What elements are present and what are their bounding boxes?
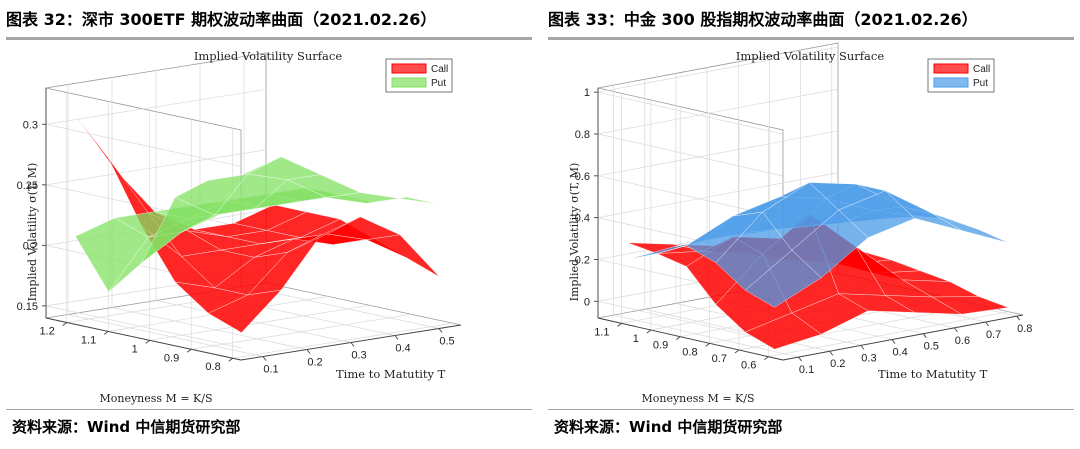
y-tick-label-1.1: 1.1 bbox=[594, 326, 609, 338]
z-axis-label: Implied Volatility σ(T, M) bbox=[26, 163, 39, 302]
tick-labels: 0.1 0.2 0.3 0.4 0.5 0.6 0.7 0.8 0.6 0.7 0.8 0.9 1 1.1… bbox=[575, 87, 1033, 376]
x-tick-label-0.4: 0.4 bbox=[892, 347, 907, 359]
surface-put-cell-0-4 bbox=[366, 196, 440, 205]
legend: Call Put bbox=[385, 58, 453, 93]
surface-put bbox=[627, 182, 1009, 308]
figure-left-top-rule bbox=[6, 37, 532, 40]
y-tick-label-1: 1 bbox=[132, 343, 138, 355]
z-tick-label-1: 1 bbox=[584, 87, 590, 99]
figure-left-panel: 图表 32：深市 300ETF 期权波动率曲面（2021.02.26） 0.1 0… bbox=[6, 0, 536, 449]
x-tick-label-0.1: 0.1 bbox=[799, 364, 814, 376]
z-tick-label-0: 0 bbox=[584, 296, 590, 308]
x-tick-label-0.7: 0.7 bbox=[986, 329, 1001, 341]
figure-right-panel: 图表 33：中金 300 股指期权波动率曲面（2021.02.26） 0.1 0.… bbox=[548, 0, 1078, 449]
z-tick-label-0.25: 0.25 bbox=[17, 180, 38, 192]
y-tick-label-0.8: 0.8 bbox=[205, 361, 220, 373]
figure-right-source: 资料来源：Wind 中信期货研究部 bbox=[554, 418, 783, 436]
y-tick-label-1.2: 1.2 bbox=[39, 325, 54, 337]
y-tick-label-0.9: 0.9 bbox=[164, 352, 179, 364]
legend-swatch-put bbox=[391, 77, 427, 88]
z-tick-label-0.6: 0.6 bbox=[575, 171, 590, 183]
legend-label-put: Put bbox=[431, 78, 446, 89]
y-tick-label-1.1: 1.1 bbox=[81, 334, 96, 346]
z-tick-label-0.8: 0.8 bbox=[575, 129, 590, 141]
y-tick-label-0.6: 0.6 bbox=[741, 360, 756, 372]
surfaces bbox=[627, 182, 1009, 350]
tick-labels: 0.1 0.2 0.3 0.4 0.5 0.8 0.9 1 1.1 1.20.15 0.2 0.25 0… bbox=[17, 119, 455, 375]
y-tick-label-0.7: 0.7 bbox=[712, 353, 727, 365]
x-tick-label-0.6: 0.6 bbox=[955, 335, 970, 347]
surface-call-cell-0-4 bbox=[931, 296, 1009, 315]
figure-right-title: 图表 33：中金 300 股指期权波动率曲面（2021.02.26） bbox=[548, 10, 978, 29]
legend-label-call: Call bbox=[973, 64, 990, 75]
surfaces bbox=[75, 115, 440, 333]
z-tick-label-0.2: 0.2 bbox=[575, 254, 590, 266]
x-tick-label-0.8: 0.8 bbox=[1017, 323, 1032, 335]
legend-swatch-call bbox=[933, 63, 969, 74]
axis-lines bbox=[597, 88, 1024, 361]
x-tick-label-0.2: 0.2 bbox=[307, 357, 322, 369]
figure-right-top-rule bbox=[548, 37, 1074, 40]
y-tick-label-0.8: 0.8 bbox=[682, 346, 697, 358]
legend-label-call: Call bbox=[431, 64, 448, 75]
figure-left-title: 图表 32：深市 300ETF 期权波动率曲面（2021.02.26） bbox=[6, 10, 437, 29]
legend: Call Put bbox=[927, 58, 995, 93]
y-tick-label-0.9: 0.9 bbox=[653, 340, 668, 352]
x-tick-label-0.3: 0.3 bbox=[351, 350, 366, 362]
x-tick-label-0.2: 0.2 bbox=[830, 358, 845, 370]
z-tick-label-0.2: 0.2 bbox=[23, 240, 38, 252]
y-tick-label-1: 1 bbox=[633, 333, 639, 345]
figure-left-source: 资料来源：Wind 中信期货研究部 bbox=[12, 418, 241, 436]
chart-title: Implied Volatility Surface bbox=[194, 49, 342, 63]
surface-put-cell-0-4 bbox=[932, 213, 1009, 243]
z-tick-label-0.15: 0.15 bbox=[17, 301, 38, 313]
legend-label-put: Put bbox=[973, 78, 988, 89]
x-tick-label-0.4: 0.4 bbox=[395, 343, 410, 355]
figure-right-surface-plot: 0.1 0.2 0.3 0.4 0.5 0.6 0.7 0.8 0.6 0.7 0.8 0.9 1 1.1… bbox=[568, 42, 1033, 405]
x-tick-label-0.1: 0.1 bbox=[263, 364, 278, 376]
x-tick-label-0.5: 0.5 bbox=[439, 336, 454, 348]
x-axis-label: Time to Matutity T bbox=[878, 367, 988, 381]
legend-swatch-call bbox=[391, 63, 427, 74]
legend-swatch-put bbox=[933, 77, 969, 88]
z-axis-label: Implied Volatility σ(T, M) bbox=[568, 163, 581, 302]
figure-right-bottom-rule bbox=[548, 409, 1074, 410]
figure-left-surface-plot: 0.1 0.2 0.3 0.4 0.5 0.8 0.9 1 1.1 1.20.15 0.2 0.25 0… bbox=[17, 49, 462, 405]
surface-put bbox=[75, 156, 440, 293]
x-tick-label-0.5: 0.5 bbox=[924, 341, 939, 353]
figure-left-bottom-rule bbox=[6, 409, 532, 410]
z-tick-label-0.3: 0.3 bbox=[23, 119, 38, 131]
y-axis-label: Moneyness M = K/S bbox=[99, 392, 212, 405]
y-axis-label: Moneyness M = K/S bbox=[641, 392, 754, 405]
chart-title: Implied Volatility Surface bbox=[736, 49, 884, 63]
surface-call-cell-0-4 bbox=[366, 234, 440, 278]
z-tick-label-0.4: 0.4 bbox=[575, 213, 590, 225]
x-axis-label: Time to Matutity T bbox=[336, 367, 446, 381]
x-tick-label-0.3: 0.3 bbox=[861, 352, 876, 364]
